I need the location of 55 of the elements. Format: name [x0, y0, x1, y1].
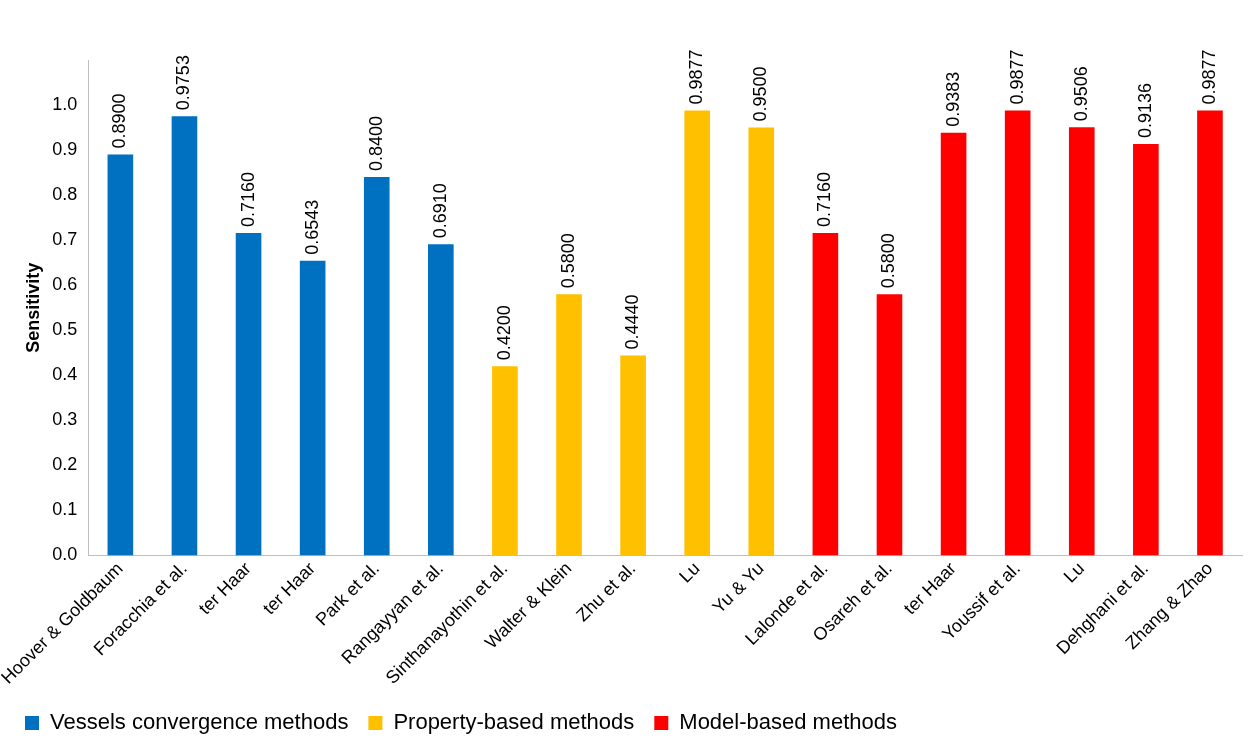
y-tick-label: 0.5 — [52, 319, 78, 340]
legend-label: Vessels convergence methods — [50, 709, 349, 735]
bar — [748, 127, 775, 556]
bar — [235, 232, 262, 556]
legend-label: Property-based methods — [393, 709, 635, 735]
y-tick-label: 0.6 — [52, 274, 78, 295]
bar — [1068, 127, 1095, 556]
data-label: 0.9877 — [1006, 49, 1027, 105]
data-label: 0.9877 — [1198, 49, 1219, 105]
y-tick-label: 0.1 — [52, 499, 78, 520]
y-tick-label: 0.0 — [52, 544, 78, 565]
data-label: 0.9383 — [942, 71, 963, 127]
y-tick-label: 0.9 — [52, 139, 78, 160]
bar — [1004, 110, 1031, 556]
bar — [107, 154, 134, 556]
y-tick-label: 0.4 — [52, 364, 78, 385]
bar — [1197, 110, 1223, 556]
y-tick-label: 0.3 — [52, 409, 78, 430]
data-label: 0.9136 — [1134, 82, 1155, 138]
bar — [620, 355, 646, 556]
bar — [812, 232, 839, 556]
y-tick-label: 0.7 — [52, 229, 78, 250]
y-tick-label: 1.0 — [52, 94, 78, 114]
x-tick-label: Lu — [675, 558, 704, 587]
data-label: 0.5800 — [878, 233, 899, 289]
bar — [556, 294, 582, 556]
bar — [428, 244, 454, 556]
data-label: 0.5800 — [557, 233, 578, 289]
bar — [363, 177, 390, 556]
data-label: 0.7160 — [814, 171, 835, 227]
x-tick-label: Yu & Yu — [708, 558, 768, 618]
data-label: 0.8400 — [365, 116, 386, 172]
data-label: 0.9877 — [686, 49, 707, 105]
x-tick-label: Lu — [1059, 558, 1089, 587]
y-tick-label: 0.2 — [52, 454, 78, 475]
data-label: 0.9753 — [173, 55, 194, 111]
data-label: 0.9500 — [750, 66, 771, 122]
y-tick-label: 0.8 — [52, 184, 78, 205]
data-label: 0.6910 — [429, 183, 450, 239]
x-tick-label: Zhu et al. — [572, 558, 640, 626]
bar — [299, 260, 326, 556]
data-label: 0.6543 — [301, 199, 322, 255]
data-label: 0.7160 — [237, 171, 258, 227]
data-label: 0.4200 — [493, 305, 514, 361]
legend-label: Model-based methods — [679, 709, 897, 735]
bar — [876, 294, 903, 556]
data-label: 0.9506 — [1070, 66, 1091, 122]
data-label: 0.8900 — [109, 93, 130, 149]
bar — [684, 110, 711, 556]
bar — [492, 366, 518, 556]
data-label: 0.4440 — [622, 294, 643, 350]
bar — [171, 116, 198, 556]
bar — [1133, 143, 1159, 556]
y-axis-title: Sensitivity — [23, 262, 44, 353]
bar — [940, 132, 967, 556]
